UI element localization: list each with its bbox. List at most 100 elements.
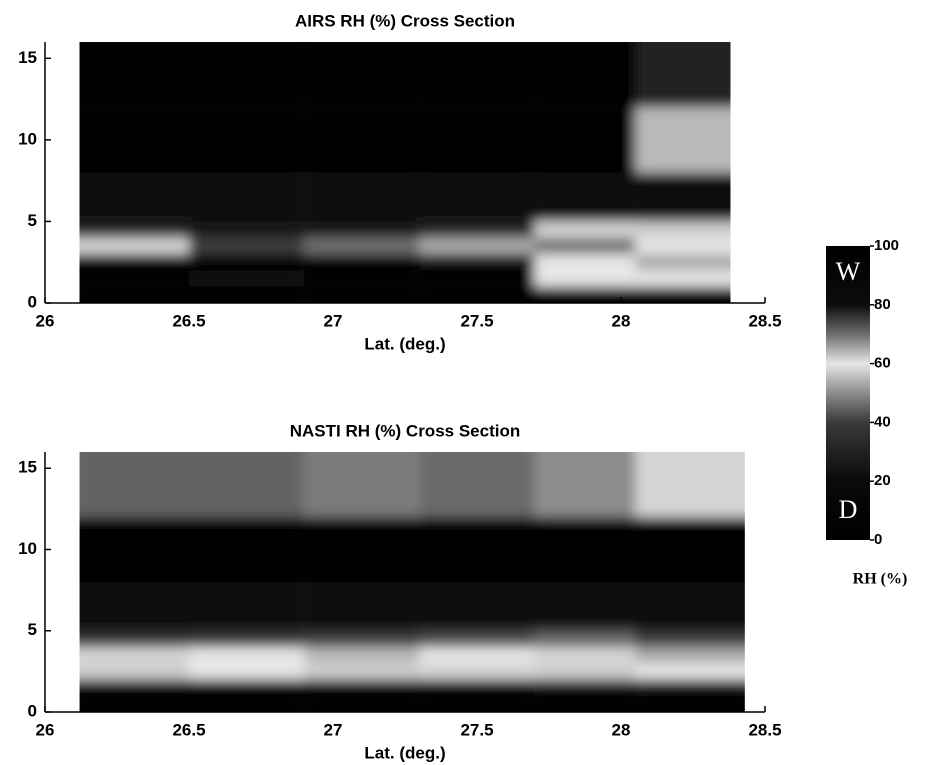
heatmap-cell bbox=[304, 172, 420, 222]
heatmap-cell bbox=[419, 42, 535, 108]
heatmap-cell bbox=[79, 172, 189, 222]
heatmap-cell bbox=[635, 695, 745, 712]
heatmap-cell bbox=[419, 517, 535, 582]
colorbar-tick-label: 20 bbox=[874, 472, 891, 489]
x-tick-label: 28 bbox=[612, 720, 631, 739]
heatmap-cell bbox=[635, 582, 745, 631]
heatmap-cell bbox=[534, 286, 636, 303]
heatmap-cell bbox=[304, 221, 420, 238]
heatmap-cell bbox=[189, 237, 305, 255]
heatmap-cell bbox=[189, 630, 305, 647]
y-tick-label: 0 bbox=[28, 292, 37, 311]
heatmap-cell bbox=[189, 679, 305, 696]
heatmap-cell bbox=[189, 647, 305, 664]
heatmap-cell bbox=[79, 663, 189, 680]
heatmap-cell bbox=[304, 517, 420, 582]
heatmap-cell bbox=[534, 647, 636, 664]
heatmap-cell bbox=[79, 695, 189, 712]
heatmap-cell bbox=[79, 679, 189, 696]
heatmap-cell bbox=[419, 107, 535, 173]
heatmap-cell bbox=[534, 630, 636, 647]
heatmap-cell bbox=[189, 452, 305, 517]
heatmap-clip bbox=[79, 452, 745, 712]
heatmap-cell bbox=[304, 695, 420, 712]
heatmap-cell bbox=[534, 663, 636, 680]
x-tick-label: 27.5 bbox=[460, 311, 493, 330]
colorbar-label: RH (%) bbox=[853, 571, 908, 588]
heatmap-cell bbox=[419, 254, 535, 271]
heatmap-cell bbox=[79, 286, 189, 303]
heatmap-cell bbox=[79, 630, 189, 647]
heatmap-cell bbox=[419, 237, 535, 255]
heatmap-cell bbox=[79, 42, 189, 108]
heatmap-cell bbox=[304, 270, 420, 287]
heatmap-cell bbox=[635, 107, 731, 173]
heatmap-cell bbox=[534, 679, 636, 696]
heatmap-cell bbox=[635, 254, 731, 271]
colorbar-tick-label: 80 bbox=[874, 296, 891, 313]
heatmap-cell bbox=[635, 286, 731, 303]
heatmap-cell bbox=[534, 107, 636, 173]
x-tick-label: 26 bbox=[36, 311, 55, 330]
heatmap-cell bbox=[635, 452, 745, 517]
heatmap-cell bbox=[635, 237, 731, 255]
heatmap-cell bbox=[304, 107, 420, 173]
chart-title: NASTI RH (%) Cross Section bbox=[290, 421, 520, 440]
colorbar-tick-label: 60 bbox=[874, 355, 891, 372]
heatmap-cell bbox=[79, 221, 189, 238]
heatmap-cell bbox=[635, 42, 731, 108]
heatmap-cell bbox=[635, 270, 731, 287]
heatmap-cell bbox=[189, 107, 305, 173]
heatmap-cell bbox=[635, 517, 745, 582]
heatmap-cell bbox=[189, 172, 305, 222]
x-tick-label: 27 bbox=[324, 720, 343, 739]
heatmap-cell bbox=[189, 254, 305, 271]
heatmap-cell bbox=[419, 630, 535, 647]
heatmap-cell bbox=[79, 452, 189, 517]
heatmap-cell bbox=[189, 695, 305, 712]
heatmap-cell bbox=[189, 42, 305, 108]
colorbar-tick-label: 40 bbox=[874, 413, 891, 430]
x-tick-label: 27.5 bbox=[460, 720, 493, 739]
x-tick-label: 28.5 bbox=[748, 311, 781, 330]
x-tick-label: 28.5 bbox=[748, 720, 781, 739]
heatmap-cell bbox=[419, 221, 535, 238]
heatmap-cell bbox=[534, 517, 636, 582]
x-tick-label: 27 bbox=[324, 311, 343, 330]
heatmap-cell bbox=[304, 452, 420, 517]
y-tick-label: 10 bbox=[18, 129, 37, 148]
heatmap-cell bbox=[304, 237, 420, 255]
heatmap-cell bbox=[189, 582, 305, 631]
heatmap-cell bbox=[534, 452, 636, 517]
heatmap-cell bbox=[635, 663, 745, 680]
x-axis-label: Lat. (deg.) bbox=[364, 743, 445, 762]
heatmap-cell bbox=[534, 254, 636, 271]
x-tick-label: 28 bbox=[612, 311, 631, 330]
x-axis-label: Lat. (deg.) bbox=[364, 334, 445, 353]
heatmap-cell bbox=[189, 517, 305, 582]
heatmap-cell bbox=[635, 679, 745, 696]
y-tick-label: 5 bbox=[28, 211, 37, 230]
heatmap-clip bbox=[79, 42, 731, 303]
heatmap-cell bbox=[189, 270, 305, 287]
heatmap-cell bbox=[189, 221, 305, 238]
y-tick-label: 15 bbox=[18, 458, 37, 477]
y-tick-label: 0 bbox=[28, 701, 37, 720]
colorbar-bottom-text: D bbox=[839, 495, 858, 524]
heatmap-cell bbox=[635, 647, 745, 664]
heatmap-cell bbox=[79, 254, 189, 271]
heatmap-cell bbox=[534, 42, 636, 108]
heatmap-cell bbox=[534, 582, 636, 631]
heatmap-cell bbox=[189, 663, 305, 680]
heatmap-cell bbox=[304, 42, 420, 108]
heatmap-cell bbox=[304, 286, 420, 303]
heatmap-cell bbox=[79, 107, 189, 173]
heatmap-cell bbox=[419, 647, 535, 664]
heatmap-cell bbox=[304, 679, 420, 696]
y-tick-label: 5 bbox=[28, 620, 37, 639]
heatmap-cell bbox=[79, 517, 189, 582]
heatmap-cell bbox=[635, 630, 745, 647]
y-tick-label: 15 bbox=[18, 48, 37, 67]
heatmap-cell bbox=[635, 172, 731, 222]
